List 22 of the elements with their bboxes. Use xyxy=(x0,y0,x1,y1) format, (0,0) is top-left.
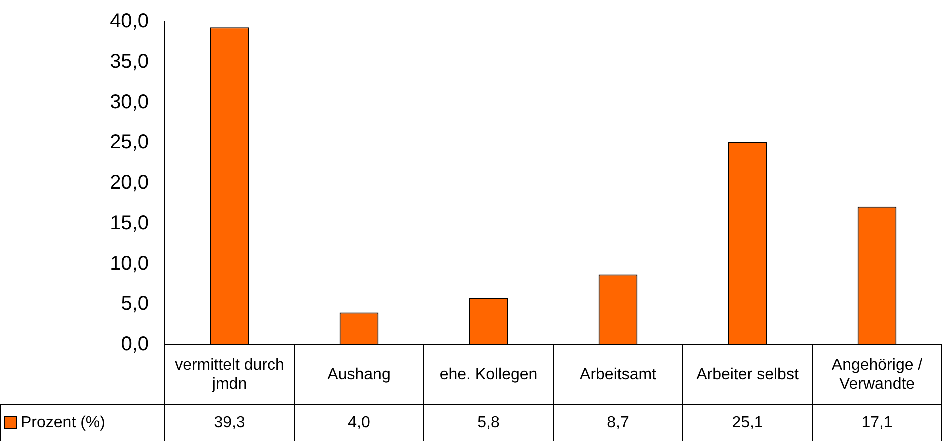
legend-label: Prozent (%) xyxy=(21,414,106,432)
x-tick-label: Aushang xyxy=(328,366,391,384)
y-tick-label: 15,0 xyxy=(110,212,149,234)
x-tick-label: Angehörige / Verwandte xyxy=(832,356,924,393)
x-tick-label: Arbeiter selbst xyxy=(696,366,800,384)
data-label: 17,1 xyxy=(862,414,893,432)
y-tick-label: 35,0 xyxy=(110,50,149,73)
data-label: 5,8 xyxy=(478,414,500,432)
data-label: 39,3 xyxy=(214,414,246,432)
y-tick-label: 40,0 xyxy=(110,10,149,33)
data-label: 25,1 xyxy=(732,414,764,432)
data-label: 4,0 xyxy=(348,414,370,432)
y-tick-label: 30,0 xyxy=(110,91,149,114)
data-label: 8,7 xyxy=(607,414,630,432)
y-tick-label: 20,0 xyxy=(110,172,149,194)
x-tick-label: ehe. Kollegen xyxy=(440,366,538,384)
y-tick-label: 10,0 xyxy=(110,252,149,275)
y-tick-label: 5,0 xyxy=(121,293,149,316)
y-tick-label: 25,0 xyxy=(110,132,149,154)
x-tick-label: vermittelt durch jmdn xyxy=(175,356,284,393)
x-tick-label: Arbeitsamt xyxy=(580,366,658,384)
y-tick-label: 0,0 xyxy=(121,334,149,356)
